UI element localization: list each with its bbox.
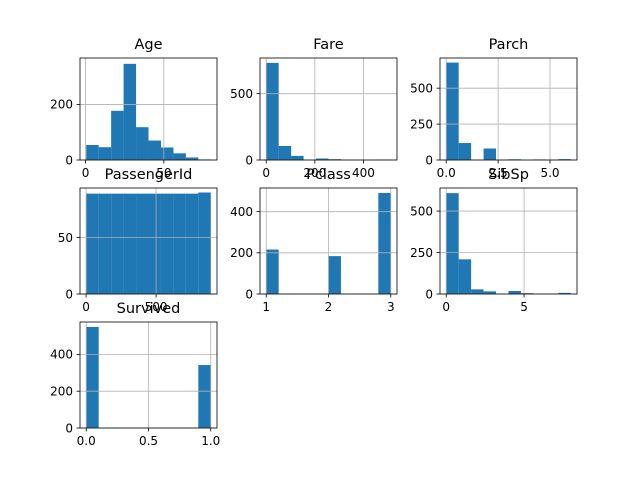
panel-title: Age — [134, 37, 162, 53]
histogram-bar — [378, 192, 391, 294]
axes-frame — [439, 57, 578, 161]
y-tick-label: 0 — [65, 287, 73, 301]
panel-title: SibSp — [488, 167, 529, 183]
x-tick-label: 0 — [82, 300, 90, 314]
histogram-bar — [160, 147, 174, 160]
histogram-bar — [483, 291, 497, 294]
histogram-bar — [123, 63, 137, 161]
histogram-bar — [278, 145, 292, 160]
x-tick-label: 400 — [352, 166, 375, 180]
histogram-bar — [198, 192, 211, 294]
y-tick-label: 0 — [425, 287, 433, 301]
histogram-bar — [483, 148, 497, 160]
y-tick-label: 500 — [410, 204, 433, 218]
histogram-bar — [558, 292, 571, 294]
histogram-bar — [458, 259, 472, 294]
histogram-bar — [328, 256, 341, 294]
y-tick-label: 200 — [50, 98, 73, 112]
histogram-bar — [136, 127, 149, 160]
x-tick-label: 0 — [262, 166, 270, 180]
x-tick-label: 5.0 — [540, 166, 559, 180]
histogram-bar — [266, 62, 279, 160]
y-tick-label: 0 — [245, 287, 253, 301]
x-tick-label: 5 — [520, 300, 528, 314]
histogram-bar — [98, 147, 112, 160]
axes-frame — [259, 57, 398, 161]
histogram-bar — [198, 365, 211, 428]
x-tick-label: 0.0 — [77, 434, 96, 448]
x-tick-label: 0 — [442, 300, 450, 314]
histogram-panel-sibsp: 0 5 0 250 500 SibSp — [410, 167, 578, 314]
y-tick-label: 200 — [50, 384, 73, 398]
x-tick-label: 3 — [387, 300, 395, 314]
histogram-bar — [520, 293, 534, 294]
histogram-bar — [558, 159, 571, 160]
y-tick-label: 0 — [65, 421, 73, 435]
y-tick-label: 400 — [230, 205, 253, 219]
y-tick-label: 50 — [58, 231, 73, 245]
x-tick-label: 0.0 — [437, 166, 456, 180]
histogram-panel-age: 0 50 0 200 Age — [50, 37, 218, 180]
histogram-bar — [508, 291, 521, 294]
histogram-bar — [185, 193, 199, 294]
axes-frame — [79, 187, 218, 295]
histogram-bar — [160, 193, 174, 294]
y-tick-label: 250 — [410, 246, 433, 260]
x-tick-label: 1.0 — [201, 434, 220, 448]
histogram-bar — [148, 193, 161, 294]
histogram-bar — [446, 193, 459, 294]
y-tick-label: 0 — [65, 153, 73, 167]
x-tick-label: 0 — [82, 166, 90, 180]
y-tick-label: 0 — [425, 153, 433, 167]
histogram-bar — [136, 193, 149, 294]
y-tick-label: 400 — [50, 348, 73, 362]
histogram-bar — [111, 193, 124, 294]
x-tick-label: 1 — [262, 300, 270, 314]
y-tick-label: 500 — [410, 81, 433, 95]
histogram-bar — [266, 249, 279, 294]
x-tick-label: 2.5 — [489, 166, 508, 180]
histogram-bar — [86, 144, 99, 160]
histogram-bar — [458, 143, 472, 160]
histogram-bar — [86, 326, 99, 428]
histogram-panel-fare: 0 200 400 0 500 Fare — [230, 37, 398, 180]
histogram-bar — [148, 140, 161, 160]
histogram-bar — [98, 193, 112, 294]
x-tick-label: 500 — [145, 300, 168, 314]
axes-frame — [79, 57, 218, 161]
histogram-bar — [316, 158, 329, 160]
histogram-bar — [173, 193, 186, 294]
histogram-bar — [123, 193, 137, 294]
y-tick-label: 200 — [230, 246, 253, 260]
panel-title: Parch — [489, 37, 529, 53]
x-tick-label: 2 — [325, 300, 333, 314]
panel-title: Survived — [117, 301, 181, 317]
panel-title: Fare — [313, 37, 344, 53]
histogram-bar — [173, 153, 186, 160]
x-tick-label: 50 — [156, 166, 171, 180]
histogram-bar — [471, 289, 484, 294]
axes-frame — [439, 187, 578, 295]
x-tick-label: 0.5 — [139, 434, 158, 448]
y-tick-label: 0 — [245, 153, 253, 167]
histogram-bar — [291, 155, 304, 160]
histogram-bar — [185, 157, 199, 160]
x-tick-label: 200 — [303, 166, 326, 180]
histogram-bar — [86, 193, 99, 294]
histogram-bar — [446, 62, 459, 160]
y-tick-label: 500 — [230, 87, 253, 101]
histogram-panel-survived: 0.0 0.5 1.0 0 200 400 Survived — [50, 301, 220, 448]
histogram-bar — [111, 110, 124, 160]
y-tick-label: 250 — [410, 117, 433, 131]
panel-title: PassengerId — [105, 167, 193, 183]
histogram-panel-parch: 0.0 2.5 5.0 0 250 500 Parch — [410, 37, 578, 180]
panel-title: Pclass — [306, 167, 351, 183]
